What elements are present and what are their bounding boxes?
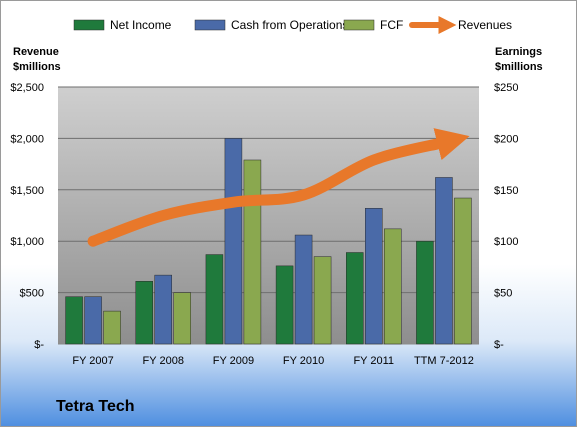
legend-swatch (73, 19, 105, 31)
x-tick-label: FY 2007 (72, 355, 113, 367)
bar-cash-from-operations (435, 177, 453, 345)
x-tick-label: FY 2010 (283, 355, 324, 367)
left-axis-title: $millions (13, 61, 61, 73)
legend-label: Revenues (458, 18, 512, 32)
legend-label: Cash from Operations (231, 18, 348, 32)
right-tick-label: $100 (494, 236, 518, 248)
bar-cash-from-operations (365, 208, 383, 345)
plot-area (58, 87, 479, 344)
left-tick-label: $1,000 (10, 236, 44, 248)
revenues-line (87, 128, 470, 247)
legend-swatch (194, 19, 226, 31)
bar-net-income (65, 296, 83, 345)
bar-net-income (275, 265, 294, 345)
bar-cash-from-operations (154, 274, 172, 345)
company-name: Tetra Tech (56, 398, 135, 415)
x-tick-label: FY 2009 (213, 355, 254, 367)
right-axis-title: $millions (495, 61, 543, 73)
bar-net-income (346, 252, 364, 345)
left-tick-label: $1,500 (10, 185, 44, 197)
right-tick-label: $200 (494, 133, 518, 145)
legend-swatch (343, 19, 375, 31)
bar-net-income (205, 254, 224, 345)
bar-fcf (384, 228, 402, 345)
legend-label: Net Income (110, 18, 172, 32)
bar-fcf (313, 256, 332, 345)
left-tick-label: $- (34, 339, 44, 351)
right-tick-label: $250 (494, 82, 518, 94)
x-tick-label: TTM 7-2012 (414, 355, 474, 367)
right-tick-label: $- (494, 339, 504, 351)
bar-fcf (454, 197, 472, 345)
left-tick-label: $500 (20, 288, 44, 300)
bar-cash-from-operations (224, 138, 243, 345)
bar-fcf (103, 310, 121, 345)
left-tick-label: $2,500 (10, 82, 44, 94)
right-tick-label: $150 (494, 185, 518, 197)
right-axis-title: Earnings (495, 46, 542, 58)
bar-net-income (135, 281, 153, 345)
legend-label: FCF (380, 18, 403, 32)
bar-fcf (173, 292, 191, 345)
bar-cash-from-operations (294, 234, 313, 345)
left-tick-label: $2,000 (10, 133, 44, 145)
bar-cash-from-operations (84, 296, 102, 345)
x-tick-label: FY 2011 (353, 355, 394, 367)
right-tick-label: $50 (494, 288, 512, 300)
bar-fcf (243, 159, 262, 345)
bar-net-income (416, 240, 434, 345)
left-axis-title: Revenue (13, 46, 59, 58)
x-tick-label: FY 2008 (143, 355, 184, 367)
